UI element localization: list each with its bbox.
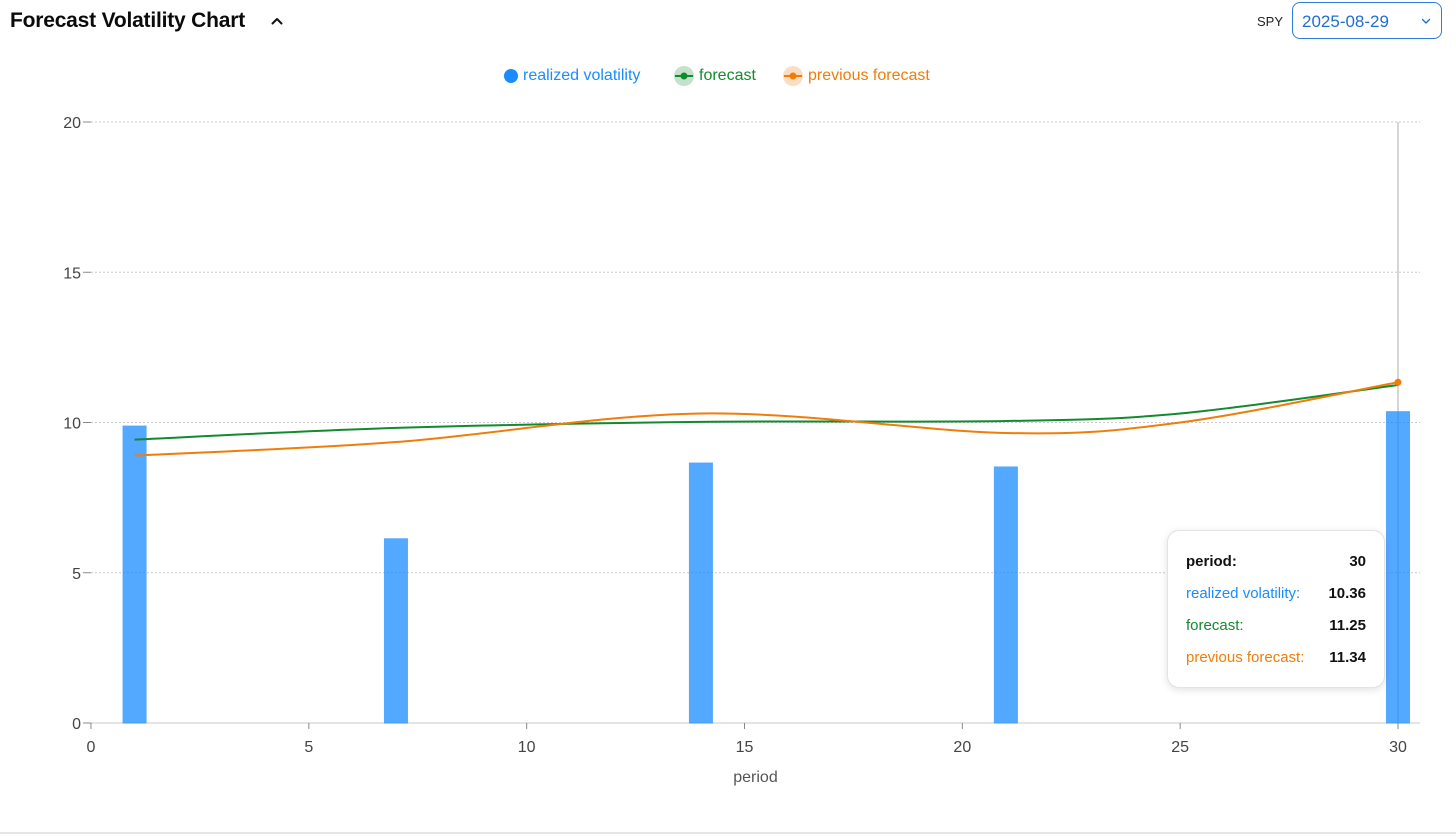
x-tick-label: 10 <box>518 739 536 756</box>
y-tick-label: 20 <box>63 115 81 132</box>
legend-label: realized volatility <box>523 67 641 84</box>
x-tick-label: 15 <box>736 739 754 756</box>
tooltip-value: 11.25 <box>1329 617 1366 634</box>
volatility-chart[interactable]: 0 5 10 15 20 0 5 10 15 20 25 30 period <box>0 100 1456 800</box>
tooltip-key: period: <box>1186 553 1237 570</box>
bar <box>688 462 713 724</box>
x-tick-label: 5 <box>304 739 313 756</box>
chart-header: Forecast Volatility Chart SPY 2025-08-29 <box>0 0 1456 44</box>
legend-label: previous forecast <box>808 67 930 84</box>
forecast-line <box>134 383 1399 441</box>
tooltip-key: forecast: <box>1186 617 1244 634</box>
chart-legend: realized volatility forecast previous fo… <box>0 64 1456 88</box>
x-tick-label: 0 <box>87 739 96 756</box>
chevron-up-icon <box>271 18 283 25</box>
x-tick-label: 25 <box>1171 739 1189 756</box>
tooltip-row-forecast: forecast: 11.25 <box>1186 617 1366 637</box>
tooltip-value: 30 <box>1349 553 1366 570</box>
chart-tooltip: period: 30 realized volatility: 10.36 fo… <box>1167 530 1385 688</box>
tooltip-key: previous forecast: <box>1186 649 1305 666</box>
chevron-down-icon <box>1421 18 1431 24</box>
date-select[interactable]: 2025-08-29 <box>1292 2 1442 39</box>
chart-area[interactable]: 0 5 10 15 20 0 5 10 15 20 25 30 period <box>0 100 1456 800</box>
bar <box>383 538 408 724</box>
date-select-value: 2025-08-29 <box>1302 12 1389 31</box>
previous-forecast-line <box>134 381 1399 457</box>
legend-item-forecast[interactable]: forecast <box>673 64 756 88</box>
tooltip-row-period: period: 30 <box>1186 553 1366 573</box>
legend-label: forecast <box>699 67 756 84</box>
bar <box>993 466 1018 724</box>
y-tick-label: 0 <box>72 716 81 733</box>
legend-item-realized-volatility[interactable]: realized volatility <box>503 64 640 88</box>
bar <box>122 425 147 724</box>
y-tick-label: 10 <box>63 416 81 433</box>
y-tick-label: 15 <box>63 265 81 282</box>
collapse-button[interactable] <box>266 10 288 32</box>
tooltip-value: 10.36 <box>1328 585 1366 602</box>
tooltip-key: realized volatility: <box>1186 585 1301 602</box>
hover-point <box>1394 378 1402 386</box>
tooltip-value: 11.34 <box>1329 649 1366 666</box>
tooltip-row-realized: realized volatility: 10.36 <box>1186 585 1366 605</box>
x-tick-label: 20 <box>953 739 971 756</box>
ticker-label: SPY <box>1257 14 1284 29</box>
x-axis-label: period <box>733 769 777 786</box>
page-title: Forecast Volatility Chart <box>10 9 246 32</box>
bar <box>1386 411 1410 724</box>
line-dot-icon <box>674 66 694 86</box>
legend-item-previous-forecast[interactable]: previous forecast <box>782 64 930 88</box>
dot-icon <box>504 69 518 83</box>
x-tick-label: 30 <box>1389 739 1407 756</box>
tooltip-row-previous-forecast: previous forecast: 11.34 <box>1186 649 1366 669</box>
line-dot-icon <box>783 66 803 86</box>
divider <box>0 832 1456 834</box>
y-tick-label: 5 <box>72 566 81 583</box>
